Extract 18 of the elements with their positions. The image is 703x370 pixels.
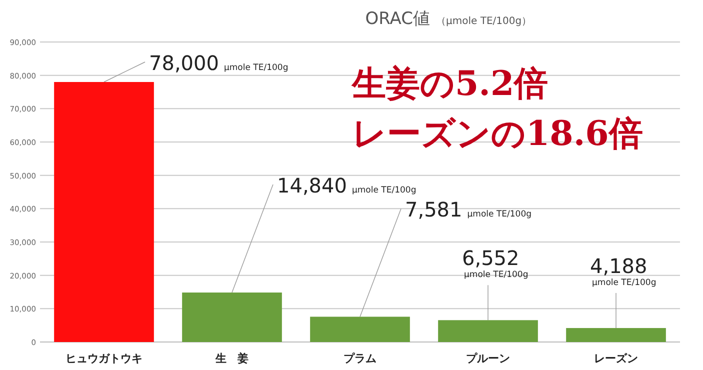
annotation: レーズンの18.6倍: [352, 114, 643, 154]
bar: [566, 328, 666, 342]
data-label: 78,000 µmole TE/100g: [149, 51, 288, 75]
data-label: 7,581 µmole TE/100g: [405, 198, 532, 222]
data-label: 4,188 µmole TE/100g: [590, 254, 656, 288]
x-tick-label: レーズン: [594, 352, 638, 365]
x-tick-label: プラム: [344, 352, 376, 365]
x-tick-label: プルーン: [466, 352, 510, 365]
data-label: 14,840 µmole TE/100g: [277, 174, 416, 198]
annotation: 生姜の5.2倍: [351, 64, 548, 104]
x-tick-label: 生 姜: [214, 352, 248, 365]
bar: [54, 82, 154, 342]
bar: [182, 292, 282, 342]
x-tick-label: ヒュウガトウキ: [66, 352, 142, 365]
bar: [310, 316, 410, 342]
data-label: 6,552 µmole TE/100g: [462, 246, 528, 280]
bar: [438, 320, 538, 342]
title: ORAC値 （µmole TE/100g）: [365, 9, 532, 29]
